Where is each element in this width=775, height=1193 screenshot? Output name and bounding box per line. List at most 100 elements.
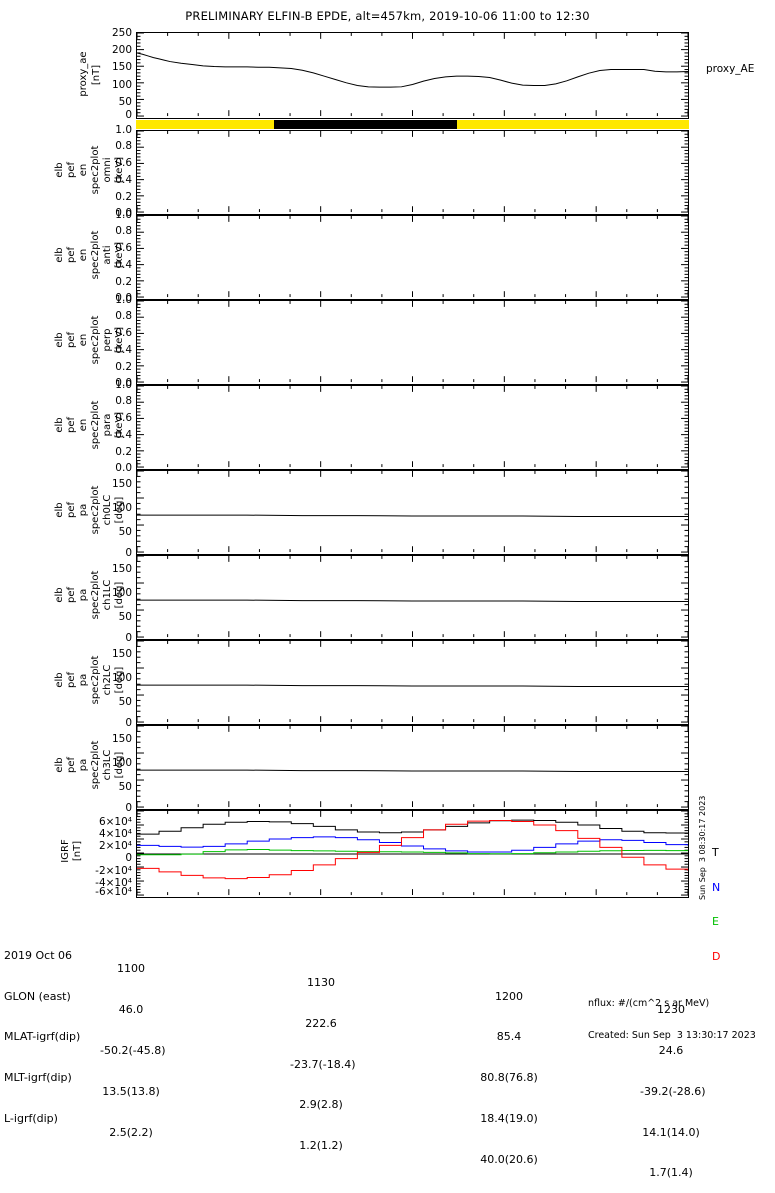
panel-pa-ch1[interactable]: [136, 555, 689, 640]
legend-entry-D: D: [712, 949, 721, 963]
cell: 85.4: [496, 1030, 522, 1044]
cell: 18.4(19.0): [480, 1111, 538, 1125]
ytick-p7-100: 100: [111, 587, 132, 599]
cell: 2.5(2.2): [109, 1125, 153, 1139]
cell: 1.2(1.2): [299, 1139, 343, 1153]
ytick-p2-06: 0.6: [115, 157, 132, 169]
created-timestamp-vertical: Sun Sep 3 08:30:17 2023: [698, 795, 707, 900]
panel-en-para[interactable]: [136, 385, 689, 470]
igrf-series-D: [137, 820, 688, 878]
ytick-p1-200: 200: [111, 44, 132, 56]
cell: -50.2(-45.8): [100, 1043, 166, 1057]
igrf-plot-area: [137, 811, 688, 897]
legend-entry-E: E: [712, 915, 719, 928]
panel-pa-ch3[interactable]: [136, 725, 689, 810]
panel-proxy-ae[interactable]: [136, 32, 689, 119]
ytick-p5-1: 1.0: [115, 379, 132, 391]
panel-en-anti[interactable]: [136, 215, 689, 300]
cell: 1.7(1.4): [649, 1166, 693, 1180]
igrf-series-T: [137, 820, 688, 834]
ytick-p10-2e4: 2×10⁴: [98, 840, 132, 852]
pa-ch0-plot-area: [137, 471, 688, 554]
ytick-p6-150: 150: [111, 478, 132, 490]
igrf-series-E: [137, 850, 688, 855]
ytick-p5-04: 0.4: [115, 429, 132, 441]
ytick-p2-08: 0.8: [115, 140, 132, 152]
row-label: MLAT-igrf(dip): [4, 1030, 81, 1044]
ytick-p10-6e4: 6×10⁴: [98, 816, 132, 828]
ytick-p7-0: 0: [125, 632, 132, 644]
ytick-p1-0: 0: [125, 109, 132, 121]
ytick-p3-1: 1.0: [115, 209, 132, 221]
ytick-p10-0: 0: [125, 852, 132, 864]
ytick-p10-m6e4: -6×10⁴: [95, 886, 132, 898]
cell: 1130: [307, 975, 335, 989]
ytick-p9-0: 0: [125, 802, 132, 814]
ytick-p4-06: 0.6: [115, 327, 132, 339]
ytick-p1-250: 250: [111, 27, 132, 39]
created-note: Created: Sun Sep 3 13:30:17 2023: [588, 1029, 756, 1041]
ytick-p5-02: 0.2: [115, 446, 132, 458]
cell: 40.0(20.6): [480, 1152, 538, 1166]
ytick-p3-06: 0.6: [115, 242, 132, 254]
panel-pa-ch2[interactable]: [136, 640, 689, 725]
series-label-proxy-ae: proxy_AE: [706, 63, 755, 75]
ytick-p4-02: 0.2: [115, 361, 132, 373]
panel-en-perp[interactable]: [136, 300, 689, 385]
ytick-p7-150: 150: [111, 563, 132, 575]
table-row: L-igrf(dip) 2.5(2.2) 1.2(1.2) 40.0(20.6)…: [0, 1098, 775, 1179]
ytick-p1-150: 150: [111, 61, 132, 73]
ytick-p3-08: 0.8: [115, 225, 132, 237]
spin-state-bar[interactable]: [136, 120, 689, 129]
pa-ch3-plot-area: [137, 726, 688, 809]
ytick-p10-m2e4: -2×10⁴: [95, 865, 132, 877]
ytick-p2-04: 0.4: [115, 174, 132, 186]
cell: 1200: [495, 989, 523, 1003]
panel-igrf[interactable]: [136, 810, 689, 898]
ytick-p8-0: 0: [125, 717, 132, 729]
legend-entry-T: T: [712, 846, 719, 859]
panel-en-omni[interactable]: [136, 130, 689, 215]
en-anti-plot-area: [137, 216, 688, 299]
ytick-p3-0: 0.0: [115, 292, 132, 304]
ytick-p5-0: 0.0: [115, 462, 132, 474]
ytick-p2-02: 0.2: [115, 191, 132, 203]
ytick-p6-100: 100: [111, 502, 132, 514]
ytick-p5-08: 0.8: [115, 395, 132, 407]
row-label: MLT-igrf(dip): [4, 1071, 72, 1085]
table-row: 2019 Oct 06 1100 1130 1200 1230: [0, 935, 775, 1016]
pa-ch1-plot-area: [137, 556, 688, 639]
panel-pa-ch0[interactable]: [136, 470, 689, 555]
igrf-legend: T N E D: [712, 824, 726, 985]
ytick-p6-50: 50: [118, 526, 132, 538]
en-omni-plot-area: [137, 131, 688, 214]
ytick-p2-0: 0.0: [115, 207, 132, 219]
row-label: GLON (east): [4, 989, 71, 1003]
cell: -39.2(-28.6): [640, 1084, 706, 1098]
ytick-p4-04: 0.4: [115, 344, 132, 356]
nflux-note: nflux: #/(cm^2 s ar MeV): [588, 998, 710, 1009]
ytick-p8-100: 100: [111, 672, 132, 684]
ytick-p6-0: 0: [125, 547, 132, 559]
ytick-p10-4e4: 4×10⁴: [98, 828, 132, 840]
footnotes: nflux: #/(cm^2 s ar MeV) Created: Sun Se…: [588, 978, 756, 1062]
pa-ch2-plot-area: [137, 641, 688, 724]
ytick-p4-0: 0.0: [115, 377, 132, 389]
bar-segment: [136, 120, 275, 129]
cell: 46.0: [118, 1003, 144, 1017]
ytick-p1-100: 100: [111, 79, 132, 91]
legend-entry-N: N: [712, 880, 721, 894]
ytick-p8-50: 50: [118, 696, 132, 708]
row-label: L-igrf(dip): [4, 1111, 58, 1125]
ytick-p5-06: 0.6: [115, 412, 132, 424]
ytick-p1-50: 50: [118, 96, 132, 108]
ytick-p10-m4e4: -4×10⁴: [95, 877, 132, 889]
ytick-p3-02: 0.2: [115, 276, 132, 288]
ytick-p2-1: 1.0: [115, 124, 132, 136]
page-title: PRELIMINARY ELFIN-B EPDE, alt=457km, 201…: [185, 9, 590, 23]
cell: 14.1(14.0): [642, 1125, 700, 1139]
ytick-p8-150: 150: [111, 648, 132, 660]
cell: 13.5(13.8): [102, 1084, 160, 1098]
ytick-p9-50: 50: [118, 781, 132, 793]
cell: 1100: [117, 962, 145, 976]
